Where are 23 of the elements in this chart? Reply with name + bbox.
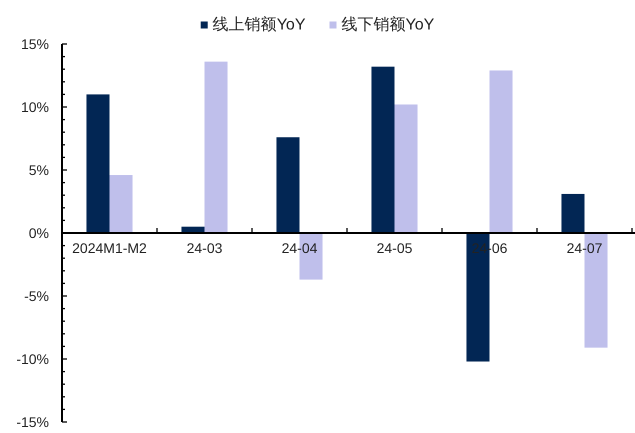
- bar: [490, 70, 513, 233]
- y-tick-label: 10%: [20, 99, 49, 115]
- bar: [204, 62, 228, 233]
- x-tick-label: 2024M1-M2: [72, 240, 148, 256]
- x-tick-label: 24-03: [186, 240, 223, 256]
- x-tick-label: 24-05: [376, 240, 413, 256]
- bar: [276, 137, 300, 233]
- y-tick-label: 0%: [28, 225, 49, 241]
- legend-label: 线下销额YoY: [342, 16, 435, 34]
- bar: [371, 66, 394, 233]
- y-tick-label: -10%: [16, 351, 49, 367]
- bar: [86, 94, 110, 233]
- y-tick-label: 5%: [28, 162, 49, 178]
- y-tick-label: 15%: [20, 36, 49, 52]
- x-tick-label: 24-06: [472, 240, 508, 256]
- y-tick-label: -15%: [16, 414, 49, 430]
- bar: [561, 194, 584, 233]
- x-tick-label: 24-07: [566, 240, 603, 256]
- y-tick-label: -5%: [24, 288, 49, 304]
- legend-label: 线上销额YoY: [212, 16, 306, 34]
- bar: [110, 175, 133, 233]
- x-tick-label: 24-04: [282, 240, 318, 256]
- bar: [394, 104, 418, 233]
